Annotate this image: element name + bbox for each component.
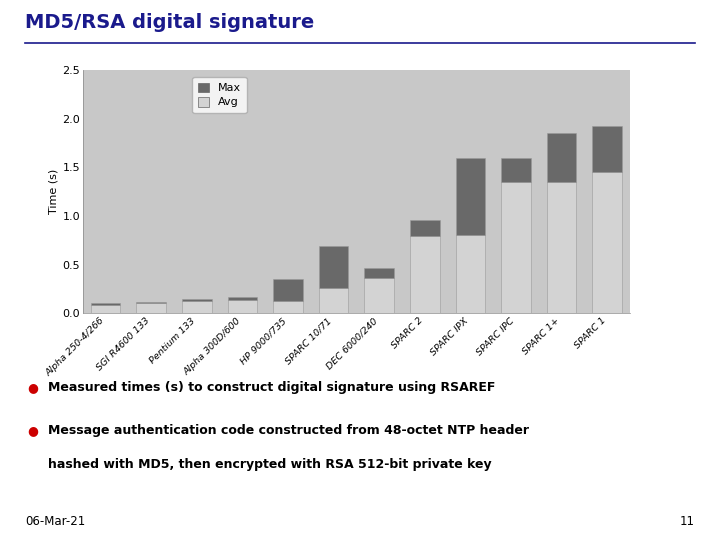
Bar — [546, 182, 577, 313]
Bar — [456, 158, 485, 235]
Text: 11: 11 — [680, 515, 695, 528]
Text: MD5/RSA digital signature: MD5/RSA digital signature — [25, 14, 315, 32]
Text: 06-Mar-21: 06-Mar-21 — [25, 515, 86, 528]
Bar — [410, 220, 440, 237]
Bar — [546, 133, 577, 182]
Bar — [273, 279, 303, 301]
Bar — [364, 268, 394, 278]
Bar — [273, 301, 303, 313]
Legend: Max, Avg: Max, Avg — [192, 77, 246, 113]
Bar — [410, 237, 440, 313]
Bar — [228, 296, 257, 300]
Bar — [319, 246, 348, 288]
Bar — [182, 301, 212, 313]
Bar — [593, 126, 622, 172]
Bar — [136, 303, 166, 313]
Bar — [319, 288, 348, 313]
Bar — [501, 182, 531, 313]
Bar — [228, 300, 257, 313]
Bar — [91, 303, 120, 306]
Text: ●: ● — [27, 381, 38, 394]
Y-axis label: Time (s): Time (s) — [48, 169, 58, 214]
Bar — [136, 301, 166, 303]
Text: Measured times (s) to construct digital signature using RSAREF: Measured times (s) to construct digital … — [48, 381, 495, 394]
Bar — [593, 172, 622, 313]
Bar — [456, 235, 485, 313]
Bar — [501, 158, 531, 182]
Text: hashed with MD5, then encrypted with RSA 512-bit private key: hashed with MD5, then encrypted with RSA… — [48, 458, 491, 471]
Bar — [182, 299, 212, 301]
Bar — [364, 278, 394, 313]
Text: Message authentication code constructed from 48-octet NTP header: Message authentication code constructed … — [48, 424, 528, 437]
Bar — [91, 306, 120, 313]
Text: ●: ● — [27, 424, 38, 437]
